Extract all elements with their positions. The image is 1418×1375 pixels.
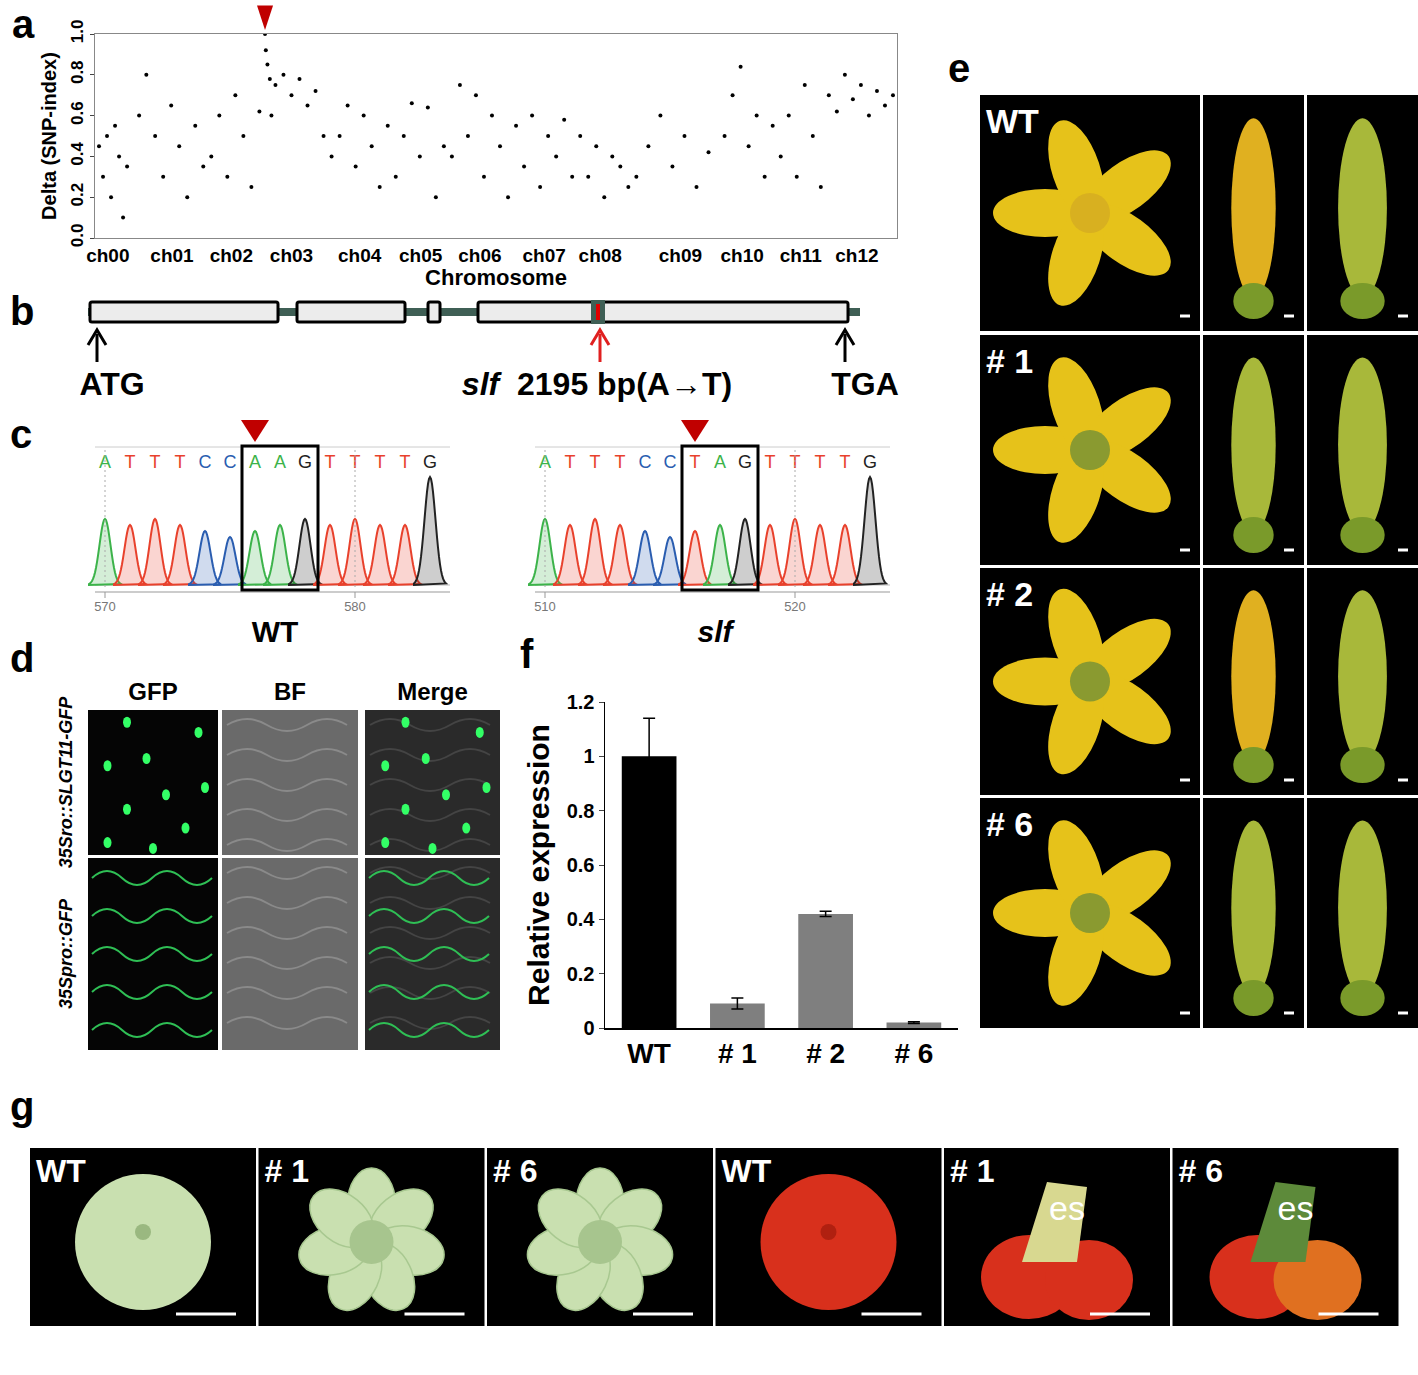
svg-text:a: a bbox=[12, 2, 35, 46]
svg-text:T: T bbox=[615, 452, 626, 472]
svg-text:# 1: # 1 bbox=[718, 1038, 757, 1069]
svg-text:# 6: # 6 bbox=[1179, 1153, 1223, 1189]
svg-text:f: f bbox=[520, 632, 534, 676]
svg-text:0.0: 0.0 bbox=[68, 224, 87, 248]
svg-text:1: 1 bbox=[583, 745, 594, 767]
svg-text:A: A bbox=[99, 452, 111, 472]
svg-text:T: T bbox=[125, 452, 136, 472]
svg-text:es: es bbox=[1278, 1189, 1314, 1227]
svg-text:T: T bbox=[840, 452, 851, 472]
svg-text:# 2: # 2 bbox=[806, 1038, 845, 1069]
svg-text:WT: WT bbox=[627, 1038, 671, 1069]
svg-text:T: T bbox=[150, 452, 161, 472]
svg-text:0.6: 0.6 bbox=[68, 101, 87, 125]
svg-text:0.6: 0.6 bbox=[567, 854, 595, 876]
svg-text:T: T bbox=[325, 452, 336, 472]
svg-text:ch10: ch10 bbox=[721, 245, 764, 266]
svg-text:# 6: # 6 bbox=[894, 1038, 933, 1069]
svg-text:0.8: 0.8 bbox=[68, 60, 87, 84]
svg-text:g: g bbox=[10, 1084, 34, 1128]
svg-text:ch05: ch05 bbox=[399, 245, 443, 266]
svg-text:slf: slf bbox=[697, 615, 735, 648]
svg-text:ch07: ch07 bbox=[522, 245, 565, 266]
svg-text:T: T bbox=[375, 452, 386, 472]
svg-text:e: e bbox=[948, 46, 970, 90]
svg-text:# 2: # 2 bbox=[986, 575, 1033, 613]
svg-text:510: 510 bbox=[534, 599, 556, 614]
svg-text:A: A bbox=[249, 452, 261, 472]
svg-text:T: T bbox=[690, 452, 701, 472]
svg-text:GFP: GFP bbox=[128, 678, 177, 705]
svg-text:T: T bbox=[815, 452, 826, 472]
svg-text:C: C bbox=[199, 452, 212, 472]
svg-text:0.8: 0.8 bbox=[567, 800, 595, 822]
svg-text:ch03: ch03 bbox=[270, 245, 313, 266]
svg-text:# 1: # 1 bbox=[265, 1153, 309, 1189]
svg-text:c: c bbox=[10, 412, 32, 456]
svg-text:WT: WT bbox=[36, 1153, 86, 1189]
svg-text:T: T bbox=[565, 452, 576, 472]
svg-text:ch01: ch01 bbox=[150, 245, 194, 266]
svg-text:ch00: ch00 bbox=[86, 245, 129, 266]
svg-text:580: 580 bbox=[344, 599, 366, 614]
svg-text:G: G bbox=[423, 452, 437, 472]
svg-text:570: 570 bbox=[94, 599, 116, 614]
svg-text:0.4: 0.4 bbox=[567, 908, 596, 930]
svg-text:slf 2195 bp(A→T): slf 2195 bp(A→T) bbox=[462, 366, 732, 402]
svg-text:TGA: TGA bbox=[831, 366, 899, 402]
svg-text:0.4: 0.4 bbox=[68, 141, 87, 165]
svg-text:G: G bbox=[738, 452, 752, 472]
svg-text:A: A bbox=[274, 452, 286, 472]
svg-text:Relative expression: Relative expression bbox=[522, 724, 555, 1006]
svg-text:A: A bbox=[714, 452, 726, 472]
svg-text:G: G bbox=[298, 452, 312, 472]
svg-text:0.2: 0.2 bbox=[68, 183, 87, 207]
svg-text:ch12: ch12 bbox=[835, 245, 878, 266]
svg-text:# 1: # 1 bbox=[950, 1153, 994, 1189]
svg-text:WT: WT bbox=[252, 615, 299, 648]
svg-text:T: T bbox=[349, 452, 361, 472]
svg-text:0.2: 0.2 bbox=[567, 963, 595, 985]
svg-text:T: T bbox=[789, 452, 801, 472]
svg-text:es: es bbox=[1049, 1189, 1085, 1227]
svg-text:Chromosome: Chromosome bbox=[425, 265, 567, 290]
svg-text:b: b bbox=[10, 289, 34, 333]
svg-text:ch06: ch06 bbox=[458, 245, 501, 266]
svg-text:C: C bbox=[664, 452, 677, 472]
svg-text:ch08: ch08 bbox=[579, 245, 622, 266]
svg-text:ch09: ch09 bbox=[659, 245, 702, 266]
svg-text:35Spro::GFP: 35Spro::GFP bbox=[56, 898, 76, 1009]
svg-text:C: C bbox=[639, 452, 652, 472]
svg-text:ch11: ch11 bbox=[780, 245, 823, 266]
svg-text:d: d bbox=[10, 636, 34, 680]
svg-text:1.2: 1.2 bbox=[567, 691, 595, 713]
svg-text:# 6: # 6 bbox=[493, 1153, 537, 1189]
svg-text:C: C bbox=[224, 452, 237, 472]
svg-text:ATG: ATG bbox=[79, 366, 144, 402]
svg-text:WT: WT bbox=[722, 1153, 772, 1189]
svg-text:0: 0 bbox=[583, 1017, 594, 1039]
svg-text:Merge: Merge bbox=[397, 678, 468, 705]
svg-text:T: T bbox=[765, 452, 776, 472]
svg-text:520: 520 bbox=[784, 599, 806, 614]
svg-text:T: T bbox=[590, 452, 601, 472]
svg-text:35Sro::SLGT11-GFP: 35Sro::SLGT11-GFP bbox=[56, 696, 76, 869]
svg-text:# 6: # 6 bbox=[986, 805, 1033, 843]
svg-text:T: T bbox=[400, 452, 411, 472]
svg-text:Delta (SNP-index): Delta (SNP-index) bbox=[38, 52, 60, 220]
svg-text:ch04: ch04 bbox=[338, 245, 382, 266]
svg-text:BF: BF bbox=[274, 678, 306, 705]
svg-text:ch02: ch02 bbox=[210, 245, 253, 266]
svg-text:WT: WT bbox=[986, 102, 1039, 140]
svg-text:1.0: 1.0 bbox=[68, 20, 87, 44]
svg-text:A: A bbox=[539, 452, 551, 472]
svg-text:T: T bbox=[175, 452, 186, 472]
svg-text:# 1: # 1 bbox=[986, 342, 1033, 380]
svg-text:G: G bbox=[863, 452, 877, 472]
